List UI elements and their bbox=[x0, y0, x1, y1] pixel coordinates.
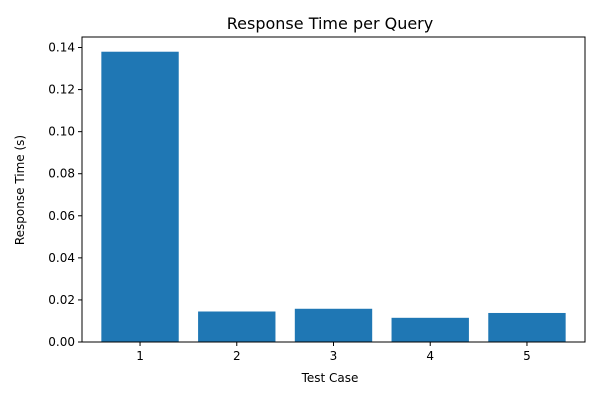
plot-area: 1 2 3 4 5 0.00 0.02 0.04 0.06 0.08 0.10 0.12 0.14 bbox=[48, 36, 586, 363]
x-tick-label-3: 3 bbox=[330, 349, 338, 363]
x-axis-label: Test Case bbox=[301, 371, 359, 385]
y-tick-label: 0.04 bbox=[48, 251, 75, 265]
y-tick-label: 0.14 bbox=[48, 41, 75, 55]
y-tick-label: 0.02 bbox=[48, 293, 75, 307]
y-tick-label: 0.00 bbox=[48, 335, 75, 349]
y-tick-label: 0.08 bbox=[48, 167, 75, 181]
y-tick-label: 0.10 bbox=[48, 125, 75, 139]
axes-frame bbox=[81, 36, 586, 343]
y-tick-label: 0.06 bbox=[48, 209, 75, 223]
bar-1 bbox=[101, 51, 179, 342]
y-axis-label: Response Time (s) bbox=[13, 135, 27, 245]
x-tick-label-1: 1 bbox=[136, 349, 144, 363]
chart-title: Response Time per Query bbox=[227, 14, 433, 33]
x-tick-label-2: 2 bbox=[233, 349, 241, 363]
x-tick-label-5: 5 bbox=[523, 349, 531, 363]
bars-group bbox=[101, 51, 566, 342]
bar-2 bbox=[198, 311, 276, 342]
y-axis-ticks: 0.00 0.02 0.04 0.06 0.08 0.10 0.12 0.14 bbox=[48, 41, 82, 349]
x-axis-ticks: 1 2 3 4 5 bbox=[136, 342, 531, 363]
bar-3 bbox=[294, 308, 373, 342]
x-tick-label-4: 4 bbox=[426, 349, 434, 363]
y-tick-label: 0.12 bbox=[48, 83, 75, 97]
bar-4 bbox=[391, 317, 469, 342]
bar-5 bbox=[488, 312, 566, 342]
